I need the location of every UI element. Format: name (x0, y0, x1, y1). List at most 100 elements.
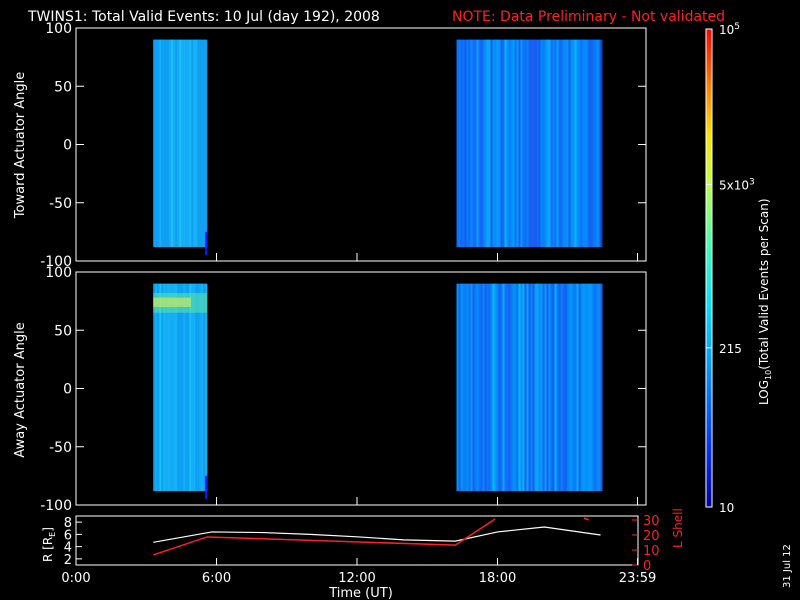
data-stripe (484, 39, 487, 248)
data-stripe (512, 39, 515, 248)
data-stripe (536, 283, 539, 492)
data-stripe (193, 39, 196, 248)
data-stripe (466, 39, 469, 248)
ytick-label: -100 (40, 498, 72, 514)
data-stripe (474, 283, 477, 492)
data-stripe (205, 39, 208, 248)
data-stripe (558, 39, 561, 248)
data-stripe (187, 283, 190, 492)
data-stripe (171, 39, 174, 248)
ytick-label: 0 (63, 382, 72, 398)
ytick-label: 100 (45, 265, 72, 281)
data-stripe (580, 283, 583, 492)
data-stripe (600, 283, 603, 492)
data-stripe (562, 39, 565, 248)
orbit-right-tick-label: 30 (643, 514, 660, 529)
data-stripe (582, 39, 585, 248)
data-stripe (546, 39, 549, 248)
figure-title: TWINS1: Total Valid Events: 10 Jul (day … (27, 9, 380, 25)
orbit-left-tick-label: 4 (64, 541, 72, 556)
data-stripe (462, 283, 465, 492)
data-stripe (173, 283, 176, 492)
data-stripe (556, 283, 559, 492)
data-stripe (488, 39, 491, 248)
data-stripe (480, 39, 483, 248)
data-stripe (578, 39, 581, 248)
data-stripe (460, 39, 463, 248)
xtick-label: 18:00 (479, 571, 516, 586)
data-stripe (528, 283, 531, 492)
data-stripe (508, 283, 511, 492)
data-stripe (582, 283, 585, 492)
data-blip (205, 231, 208, 256)
data-stripe (568, 39, 571, 248)
xtick-label: 12:00 (338, 571, 375, 586)
data-stripe (490, 39, 493, 248)
data-stripe (177, 39, 180, 248)
data-stripe (502, 39, 505, 248)
data-stripe (153, 283, 156, 492)
xtick-label: 0:00 (61, 571, 90, 586)
data-stripe (536, 39, 539, 248)
data-stripe (199, 39, 202, 248)
data-stripe (492, 39, 495, 248)
data-stripe (153, 39, 156, 248)
data-stripe (600, 39, 603, 248)
data-stripe (161, 39, 164, 248)
orbit-left-tick-label: 6 (64, 528, 72, 543)
data-stripe (566, 39, 569, 248)
orbit-lshell-tail (583, 517, 590, 521)
preliminary-note: NOTE: Data Preliminary - Not validated (452, 9, 725, 25)
data-stripe (542, 39, 545, 248)
data-stripe (496, 283, 499, 492)
data-stripe (470, 39, 473, 248)
data-blip (205, 475, 208, 500)
data-stripe (542, 283, 545, 492)
data-stripe (518, 39, 521, 248)
data-stripe (508, 39, 511, 248)
xtick-label: 23:59 (619, 571, 656, 586)
data-stripe (478, 283, 481, 492)
data-stripe (464, 39, 467, 248)
data-stripe (550, 39, 553, 248)
data-stripe (191, 39, 194, 248)
data-stripe (201, 39, 204, 248)
data-stripe (460, 283, 463, 492)
data-stripe (175, 39, 178, 248)
data-stripe (159, 39, 162, 248)
data-stripe (494, 39, 497, 248)
data-stripe (169, 283, 172, 492)
data-stripe (470, 283, 473, 492)
data-stripe (580, 39, 583, 248)
data-stripe (458, 283, 461, 492)
ytick-label: -100 (40, 254, 72, 270)
data-stripe (197, 283, 200, 492)
data-stripe (538, 283, 541, 492)
data-stripe (522, 283, 525, 492)
data-stripe (576, 39, 579, 248)
colorbar-ticks: 105 5x103 215 10 (706, 22, 755, 515)
data-stripe (532, 39, 535, 248)
data-stripe (494, 283, 497, 492)
data-stripe (560, 283, 563, 492)
data-stripe (159, 283, 162, 492)
data-stripe (504, 283, 507, 492)
panel-toward-yticks: 100 50 0 -50 -100 (40, 21, 646, 270)
orbit-lshell-line (153, 518, 496, 556)
ytick-label: -50 (49, 196, 72, 212)
panel-away-ylabel: Away Actuator Angle (13, 322, 28, 457)
panel-toward-ylabel: Toward Actuator Angle (13, 72, 28, 219)
data-stripe (492, 283, 495, 492)
data-stripe (472, 283, 475, 492)
data-stripe (558, 283, 561, 492)
data-stripe (528, 39, 531, 248)
data-stripe (512, 283, 515, 492)
data-stripe (552, 39, 555, 248)
data-stripe (516, 39, 519, 248)
data-stripe (570, 39, 573, 248)
x-axis-ticks: 0:00 6:00 12:00 18:00 23:59 (61, 253, 656, 586)
data-stripe (564, 283, 567, 492)
data-stripe (520, 39, 523, 248)
data-stripe (544, 283, 547, 492)
